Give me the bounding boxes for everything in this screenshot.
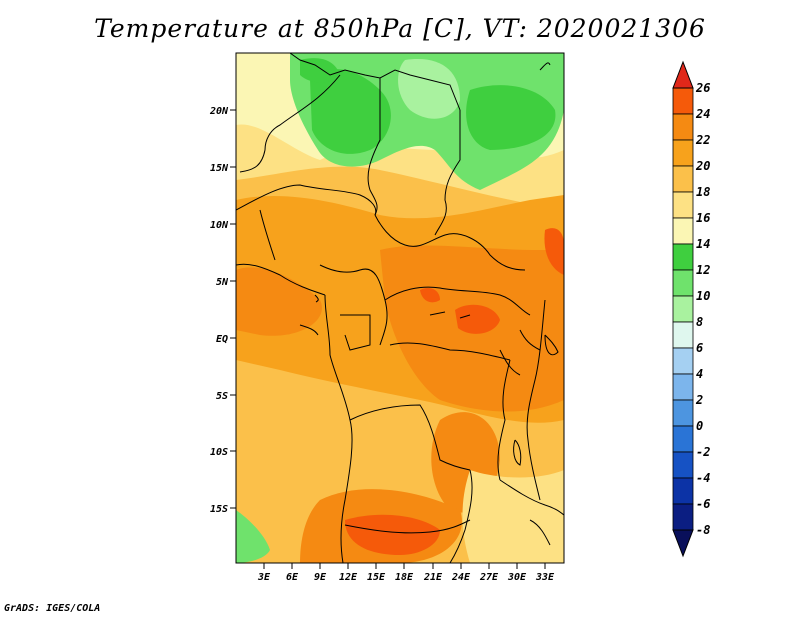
lon-label: 24E [451,572,471,583]
colorbar-label: 24 [695,107,710,121]
colorbar-label: 0 [696,419,703,433]
colorbar-segment [672,269,694,297]
colorbar-segment [672,503,694,531]
grads-credit: GrADS: IGES/COLA [4,603,101,614]
colorbar-segment [672,399,694,427]
lon-label: 12E [339,572,358,583]
colorbar-segment [672,139,694,167]
colorbar-segment [672,217,694,245]
colorbar-label: -8 [696,523,710,537]
longitude-axis: 3E 6E 9E 12E 15E 18E 21E 24E 27E 30E 33E [257,563,555,583]
colorbar-label: 16 [696,211,710,225]
lat-label: 5S [216,391,228,402]
lon-label: 21E [423,572,443,583]
colorbar-min-arrow [672,529,694,558]
lon-label: 9E [314,572,327,583]
colorbar-label: 12 [696,263,710,277]
colorbar-segment [672,321,694,349]
lon-label: 33E [535,572,555,583]
lat-label: 10N [210,220,229,231]
colorbar-label: 20 [695,159,710,173]
colorbar-segment [672,347,694,375]
colorbar-label: -6 [696,497,710,511]
country-borders [236,53,564,563]
lat-label: 15N [210,163,229,174]
colorbar-label: 18 [696,185,710,199]
colorbar-label: 14 [696,237,710,251]
colorbar-label: 6 [696,341,703,355]
lon-label: 15E [367,572,386,583]
lat-label: 15S [210,504,228,515]
temperature-field [236,53,564,563]
lon-label: 6E [286,572,299,583]
colorbar-label: 22 [695,133,710,147]
colorbar-segment [672,451,694,479]
colorbar-segments [672,87,694,531]
colorbar-label: 10 [696,289,710,303]
lon-label: 30E [507,572,527,583]
latitude-axis: 20N 15N 10N 5N EQ 5S 10S 15S [209,106,236,515]
colorbar-segment [672,295,694,323]
colorbar-label: 4 [696,367,703,381]
colorbar-label: 8 [696,315,703,329]
lon-label: 18E [395,572,414,583]
colorbar-segment [672,477,694,505]
lon-label: 27E [479,572,499,583]
colorbar-segment [672,113,694,141]
lat-label: 20N [209,106,229,117]
lat-label: 5N [216,277,229,288]
colorbar-segment [672,373,694,401]
lat-label: EQ [216,334,228,345]
colorbar-label: -4 [696,471,710,485]
colorbar-segment [672,425,694,453]
colorbar-max-arrow [672,60,694,89]
colorbar-label: 26 [695,81,710,95]
colorbar-segment [672,87,694,115]
colorbar-label: -2 [696,445,710,459]
colorbar-segment [672,165,694,193]
lat-label: 10S [210,447,228,458]
colorbar-label: 2 [695,393,703,407]
colorbar-segment [672,191,694,219]
lon-label: 3E [257,572,271,583]
map-title: Temperature at 850hPa [C], VT: 202002130… [94,14,706,43]
colorbar-segment [672,243,694,271]
map-frame [235,52,565,564]
